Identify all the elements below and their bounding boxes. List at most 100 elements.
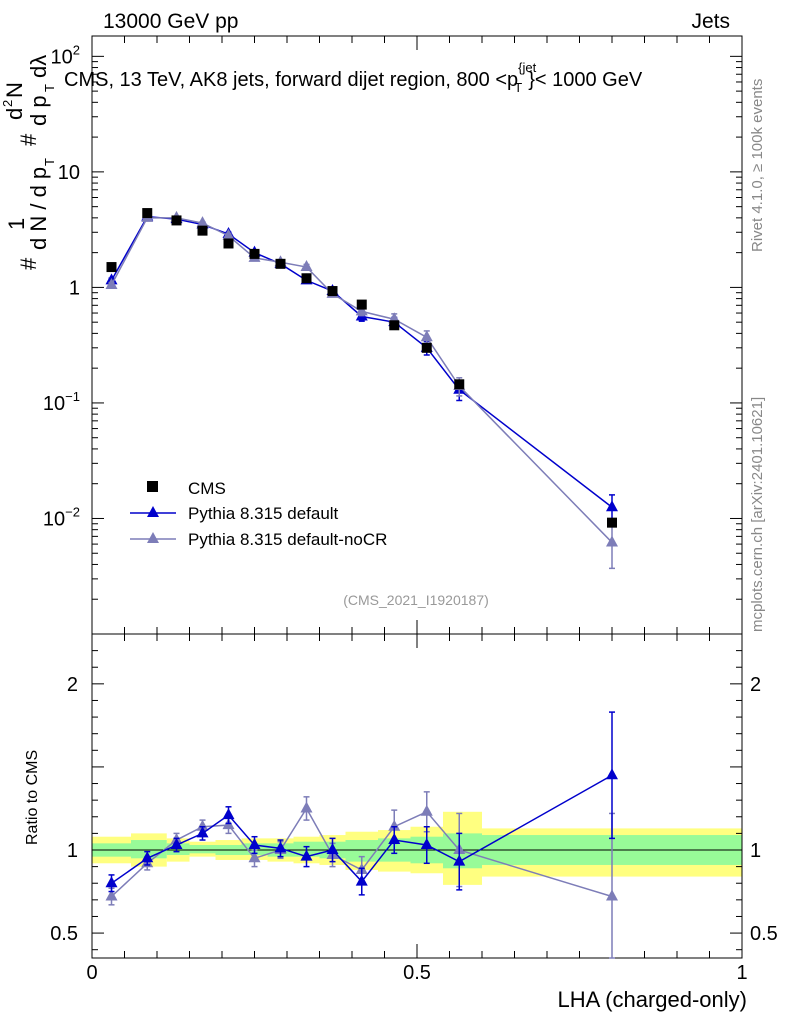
ratio-point-noCR [105, 889, 118, 901]
point-noCR [355, 304, 368, 316]
band-inner [166, 843, 190, 855]
svg-text:N: N [2, 82, 27, 98]
ratio-point-noCR [606, 889, 618, 901]
legend-marker-nocr [147, 532, 159, 543]
legend-label-default: Pythia 8.315 default [188, 504, 339, 523]
plot-title-end: }< 1000 GeV [528, 69, 643, 91]
svg-text:d: d [2, 108, 27, 120]
ratio-point-default [141, 851, 154, 863]
point-noCR [300, 260, 313, 272]
ratio-point-default [355, 874, 368, 886]
legend-marker-default [147, 506, 159, 517]
ratio-point-default [388, 833, 401, 845]
svg-text:d p: d p [26, 95, 51, 126]
svg-text:2: 2 [0, 100, 15, 107]
ratio-y-tick-label-left: 1 [67, 840, 78, 862]
ratio-point-default [420, 838, 433, 850]
ratio-plot: 0.5 0.51 12 20 0.5 1 [50, 633, 778, 984]
ratio-point-default [222, 808, 235, 820]
ratio-point-noCR [196, 819, 209, 831]
main-y-label: # d N / d p T 1 # d p T dλ d 2 N [0, 55, 57, 270]
y-tick-label: 1 [69, 277, 80, 299]
point-noCR [420, 330, 433, 342]
plot-title-sub: T [514, 80, 522, 95]
point-data [607, 517, 617, 528]
mcplots-label: mcplots.cern.ch [arXiv:2401.10621] [749, 397, 766, 632]
ratio-point-noCR [248, 851, 261, 863]
ratio-y-tick-label-left: 0.5 [50, 923, 78, 945]
x-tick-label: 0.5 [403, 962, 431, 984]
svg-text:T: T [42, 84, 57, 92]
series-data [106, 208, 617, 528]
point-noCR [606, 535, 618, 547]
plot-title-sup: {jet [518, 60, 536, 75]
ratio-point-default [170, 838, 183, 850]
point-data [197, 225, 208, 236]
point-data [249, 248, 260, 259]
ratio-frame [91, 633, 743, 959]
point-data [454, 379, 465, 390]
point-data [327, 286, 338, 297]
band-inner [345, 840, 378, 862]
main-plot: 10−2 10−1 1 10 102 [43, 35, 743, 635]
ratio-point-default [326, 843, 339, 854]
svg-text:1: 1 [4, 218, 29, 230]
ratio-point-default [105, 876, 118, 888]
rivet-label: Rivet 4.1.0, ≥ 100k events [749, 79, 766, 252]
band-inner [189, 845, 216, 854]
x-axis-label: LHA (charged-only) [557, 987, 747, 1012]
point-noCR [105, 277, 118, 289]
legend-label-cms: CMS [188, 479, 226, 498]
energy-label: 13000 GeV pp [103, 10, 238, 33]
ratio-y-tick-label-right: 2 [750, 674, 761, 696]
point-data [421, 342, 432, 353]
svg-text:#: # [16, 133, 41, 146]
category-label: Jets [691, 10, 730, 33]
point-data [142, 208, 153, 219]
ratio-point-default [300, 849, 313, 861]
y-tick-label: 10−2 [43, 504, 80, 530]
ratio-point-default [606, 768, 618, 780]
ratio-line-noCR [110, 806, 613, 898]
series-line-default [110, 215, 613, 508]
x-tick-label: 0 [86, 962, 97, 984]
ratio-series-default [105, 711, 618, 896]
point-data [356, 299, 367, 310]
series-noCR [105, 210, 618, 570]
series-line-noCR [110, 217, 613, 543]
y-tick-label: 10 [58, 162, 80, 184]
y-tick-label: 10−1 [43, 389, 80, 415]
ratio-point-noCR [420, 804, 433, 816]
plot-title: CMS, 13 TeV, AK8 jets, forward dijet reg… [64, 60, 643, 95]
ratio-point-noCR [300, 801, 313, 813]
svg-text:#: # [16, 257, 41, 270]
point-noCR [196, 216, 209, 228]
ratio-y-tick-label-right: 1 [750, 840, 761, 862]
x-tick-label: 1 [736, 962, 747, 984]
ratio-point-default [274, 841, 287, 853]
plot-title-main: CMS, 13 TeV, AK8 jets, forward dijet reg… [64, 69, 518, 91]
svg-text:d N / d p: d N / d p [26, 167, 51, 250]
point-data [106, 262, 117, 273]
ratio-line-default [111, 774, 613, 884]
ratio-point-default [248, 838, 261, 850]
point-data [389, 320, 400, 331]
point-data [275, 258, 286, 269]
svg-text:T: T [42, 158, 57, 166]
ratio-y-tick-label-left: 2 [67, 674, 78, 696]
series-default [105, 209, 618, 525]
ratio-point-default [453, 854, 466, 866]
point-data [171, 215, 182, 226]
ratio-y-label: Ratio to CMS [24, 750, 41, 845]
point-noCR [222, 228, 235, 240]
legend: CMS Pythia 8.315 default Pythia 8.315 de… [130, 479, 387, 549]
point-data [223, 238, 234, 249]
ratio-y-tick-label-right: 0.5 [750, 923, 778, 945]
point-default [606, 500, 618, 512]
ratio-point-default [196, 826, 209, 838]
point-data [301, 273, 312, 284]
svg-text:dλ: dλ [26, 55, 51, 78]
legend-marker-cms [147, 481, 158, 492]
analysis-id: (CMS_2021_I1920187) [343, 592, 489, 608]
